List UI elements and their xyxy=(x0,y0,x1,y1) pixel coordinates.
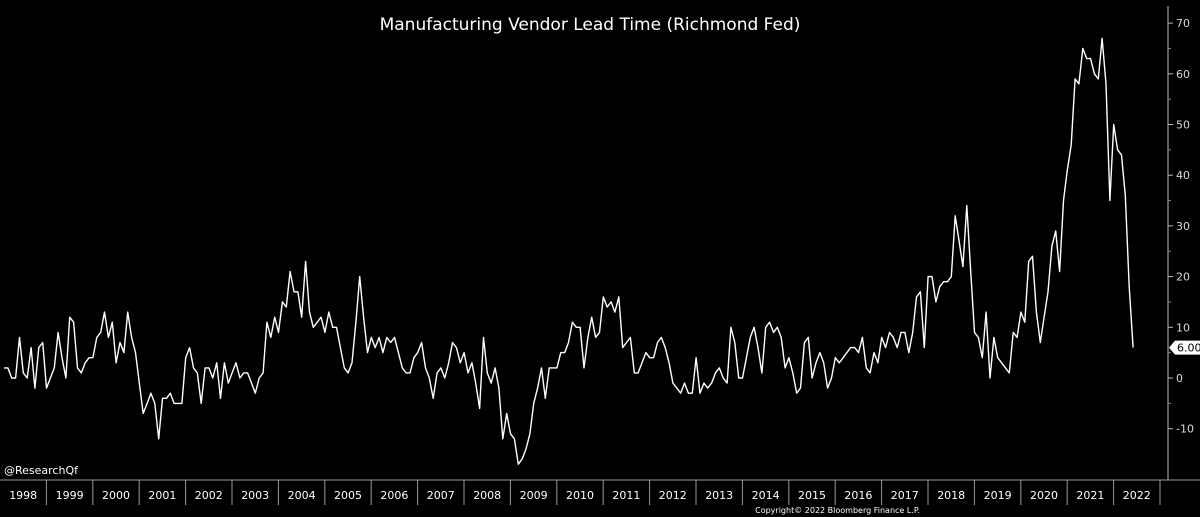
watermark-label: @ResearchQf xyxy=(4,464,79,477)
x-axis: 1998 1999 2000 2001 2002 2003 2004 2005 2006 2007… xyxy=(9,480,1161,505)
x-tick-label: 2011 xyxy=(612,489,640,502)
x-tick-label: 2005 xyxy=(334,489,362,502)
x-tick-label: 2014 xyxy=(752,489,780,502)
x-tick-label: 2010 xyxy=(566,489,594,502)
last-value-label: 6.00 xyxy=(1177,342,1200,355)
x-tick-label: 2015 xyxy=(798,489,826,502)
x-tick-label: 2002 xyxy=(195,489,223,502)
x-tick-label: 2022 xyxy=(1123,489,1151,502)
x-tick-label: 2020 xyxy=(1030,489,1058,502)
x-tick-label: 1998 xyxy=(9,489,37,502)
copyright-label: Copyright© 2022 Bloomberg Finance L.P. xyxy=(755,506,920,515)
x-tick-label: 2007 xyxy=(427,489,455,502)
x-tick-label: 2006 xyxy=(380,489,408,502)
series-line xyxy=(4,37,1134,465)
x-tick-label: 2009 xyxy=(520,489,548,502)
x-tick-label: 1999 xyxy=(56,489,84,502)
x-tick-label: 2008 xyxy=(473,489,501,502)
last-value-marker-shape xyxy=(1169,340,1200,355)
y-tick-label: 40 xyxy=(1176,169,1190,182)
x-tick-label: 2017 xyxy=(891,489,919,502)
y-tick-label: 60 xyxy=(1176,68,1190,81)
x-tick-label: 2016 xyxy=(844,489,872,502)
y-tick-label: -10 xyxy=(1176,423,1194,436)
y-tick-label: 0 xyxy=(1176,372,1183,385)
x-tick-label: 2012 xyxy=(659,489,687,502)
y-tick-label: 70 xyxy=(1176,17,1190,30)
x-tick-label: 2019 xyxy=(984,489,1012,502)
x-tick-label: 2001 xyxy=(148,489,176,502)
x-tick-label: 2013 xyxy=(705,489,733,502)
y-tick-label: 20 xyxy=(1176,271,1190,284)
last-value-marker: 6.00 xyxy=(1169,340,1200,355)
x-tick-label: 2000 xyxy=(102,489,130,502)
y-tick-label: 10 xyxy=(1176,321,1190,334)
plot-area xyxy=(4,37,1134,465)
x-tick-label: 2003 xyxy=(241,489,269,502)
y-tick-label: 50 xyxy=(1176,119,1190,132)
x-tick-label: 2004 xyxy=(288,489,316,502)
chart-title: Manufacturing Vendor Lead Time (Richmond… xyxy=(380,15,801,35)
y-tick-label: 30 xyxy=(1176,220,1190,233)
y-axis: -10 0 10 20 30 40 50 60 70 xyxy=(1168,17,1194,436)
x-tick-label: 2021 xyxy=(1076,489,1104,502)
x-tick-label: 2018 xyxy=(937,489,965,502)
